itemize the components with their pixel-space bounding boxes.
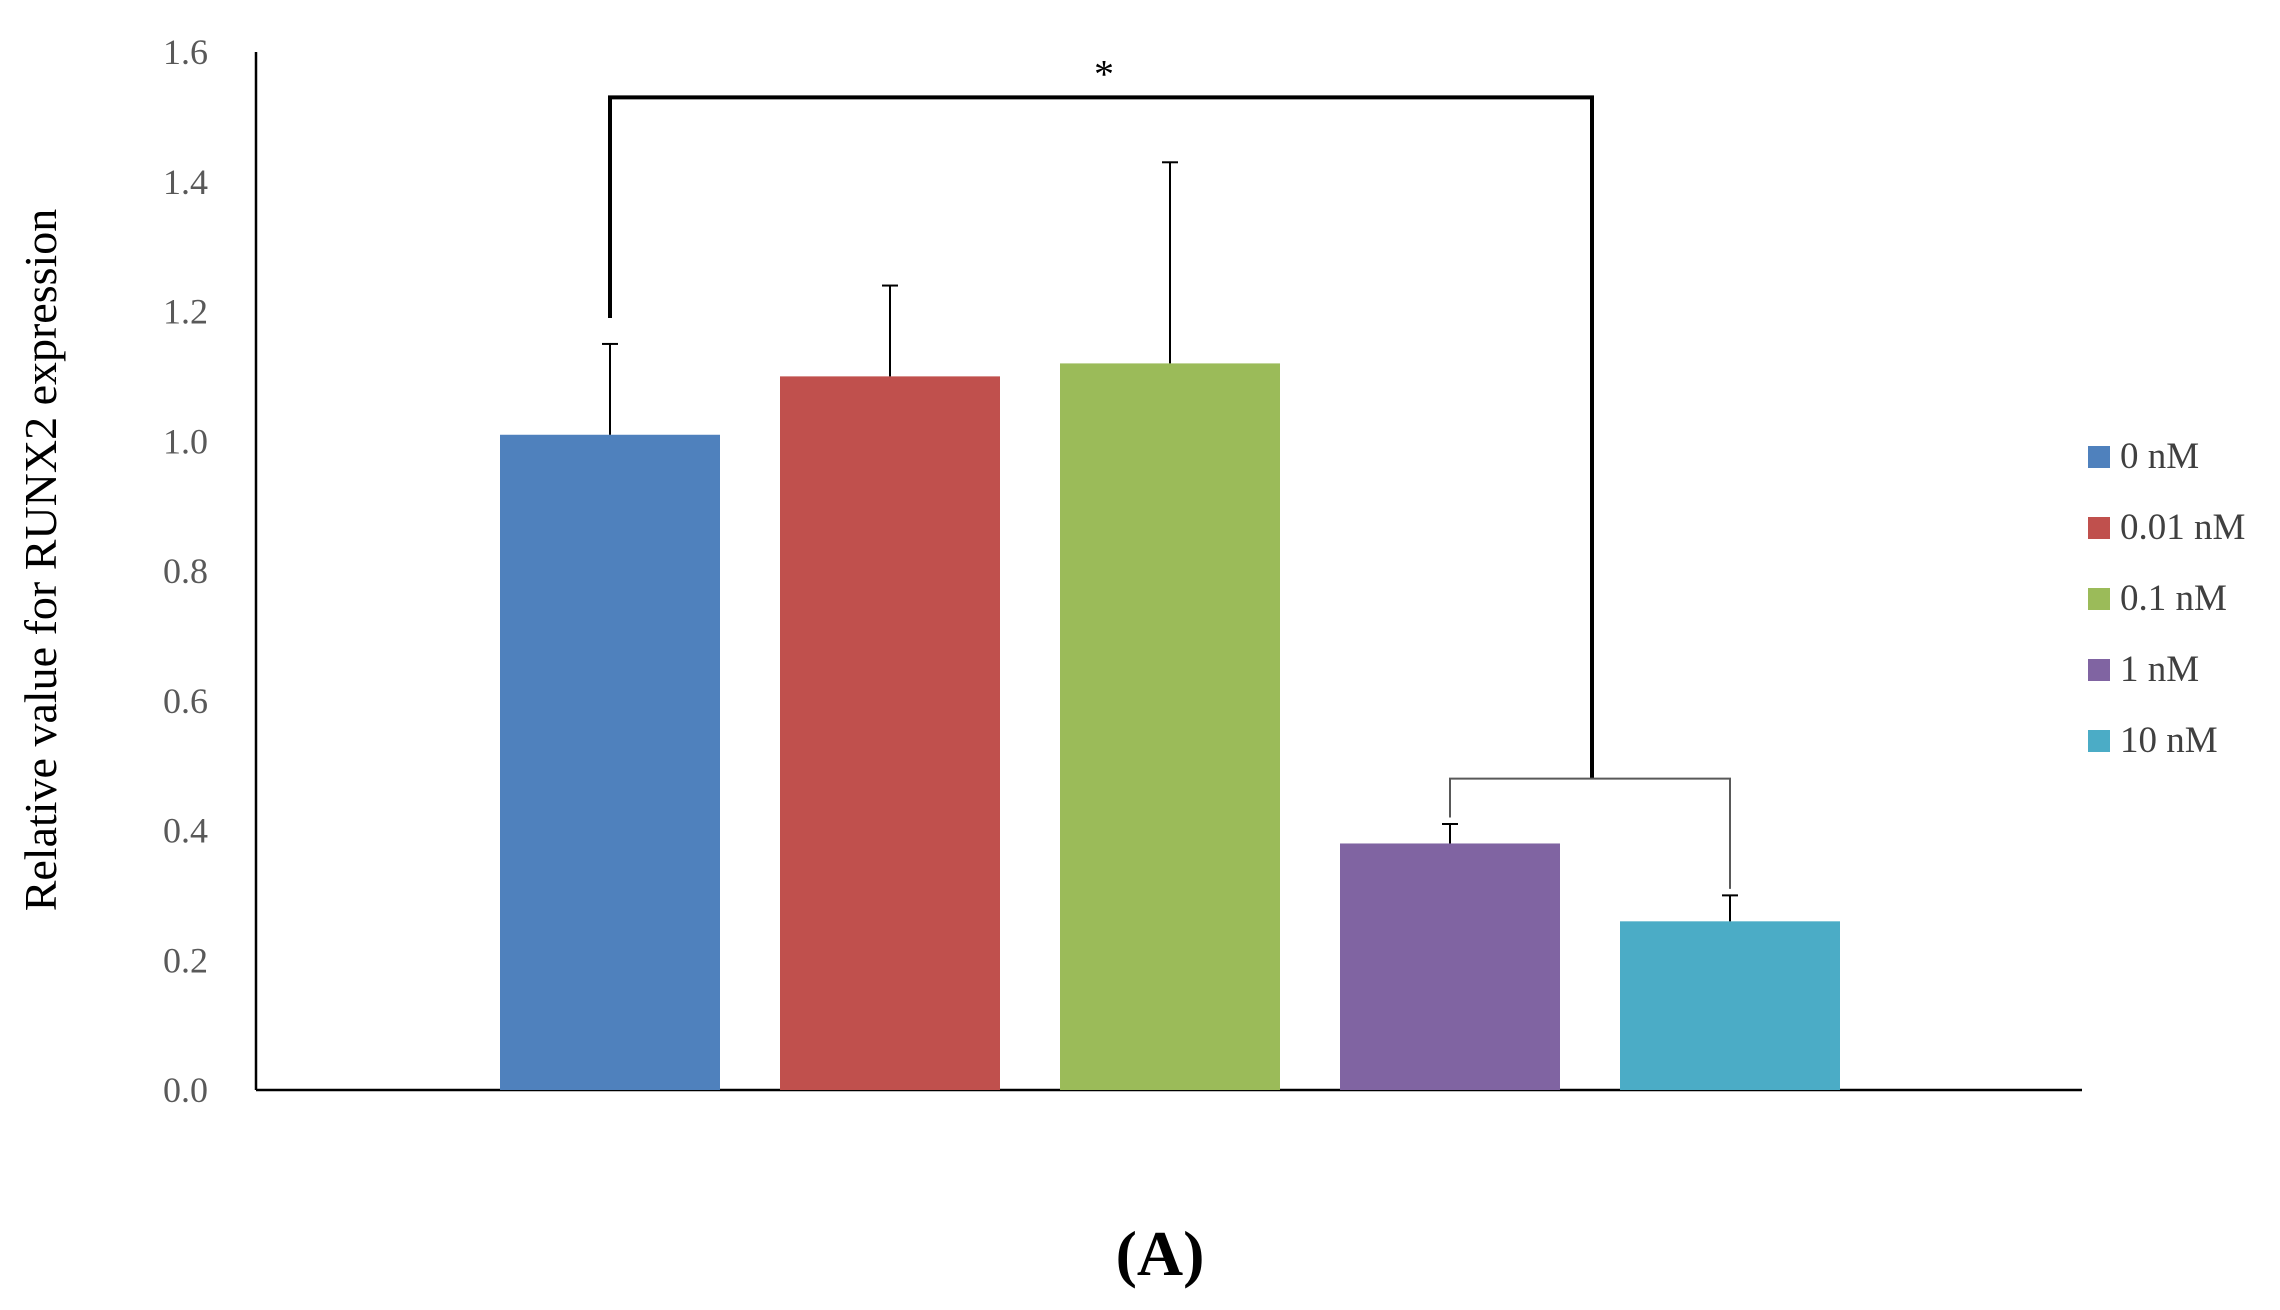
bar-0-1-nm [1060,363,1280,1090]
legend-label: 0 nM [2120,436,2199,477]
y-tick-label: 1.0 [163,421,208,461]
y-tick-label: 0.6 [163,681,208,721]
main-bracket [608,95,1594,779]
y-tick-label: 1.2 [163,292,208,332]
y-axis-title: Relative value for RUNX2 expression [15,209,66,912]
y-tick-label: 0.4 [163,811,208,851]
significance-brackets: * [608,51,1731,889]
legend-label: 1 nM [2120,649,2199,690]
y-tick-label: 0.2 [163,940,208,980]
legend: 0 nM 0.01 nM 0.1 nM 1 nM 10 nM [2088,436,2245,761]
significance-star: * [1094,51,1114,96]
bar-0-01-nm [780,376,1000,1090]
bar-10-nm [1620,921,1840,1090]
bar-1-nm [1340,843,1560,1090]
y-tick-label: 0.8 [163,551,208,591]
bar-0-nm [500,434,720,1090]
panel-label: (A) [1116,1218,1205,1289]
legend-swatch [2088,659,2110,681]
legend-swatch [2088,517,2110,539]
legend-label: 0.1 nM [2120,578,2227,619]
y-axis-ticks: 0.0 0.2 0.4 0.6 0.8 1.0 1.2 1.4 1.6 [163,32,208,1110]
legend-swatch [2088,588,2110,610]
y-tick-label: 1.6 [163,32,208,72]
y-tick-label: 1.4 [163,162,208,202]
legend-label: 0.01 nM [2120,507,2245,548]
legend-label: 10 nM [2120,720,2218,761]
y-tick-label: 0.0 [163,1070,208,1110]
bars-group [500,161,1840,1090]
legend-swatch [2088,730,2110,752]
sub-bracket [1449,777,1731,889]
legend-swatch [2088,446,2110,468]
